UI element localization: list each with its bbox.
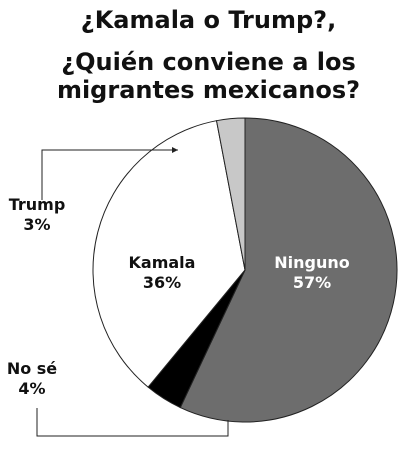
leader-line-trump: [41, 149, 178, 200]
pie-slice-ninguno: [179, 117, 398, 423]
slice-label-no-s: No sé: [7, 359, 57, 378]
pie-slice-kamala: [92, 120, 246, 388]
slice-value-kamala: 36%: [143, 273, 181, 292]
slice-value-ninguno: 57%: [293, 273, 331, 292]
chart-title-line-3: migrantes mexicanos?: [56, 76, 361, 104]
chart-title-line-2: ¿Quién conviene a los: [61, 48, 356, 76]
leader-line-no-se: [36, 408, 229, 437]
slice-label-trump: Trump: [9, 195, 66, 214]
slice-label-ninguno: Ninguno: [274, 253, 350, 272]
slice-value-no-s: 4%: [18, 379, 45, 398]
pie-slice-trump: [215, 117, 246, 271]
chart-title-line-1: ¿Kamala o Trump?,: [80, 6, 337, 34]
slice-value-trump: 3%: [23, 215, 50, 234]
slice-label-kamala: Kamala: [129, 253, 196, 272]
leader-arrow-trump: [172, 147, 178, 153]
